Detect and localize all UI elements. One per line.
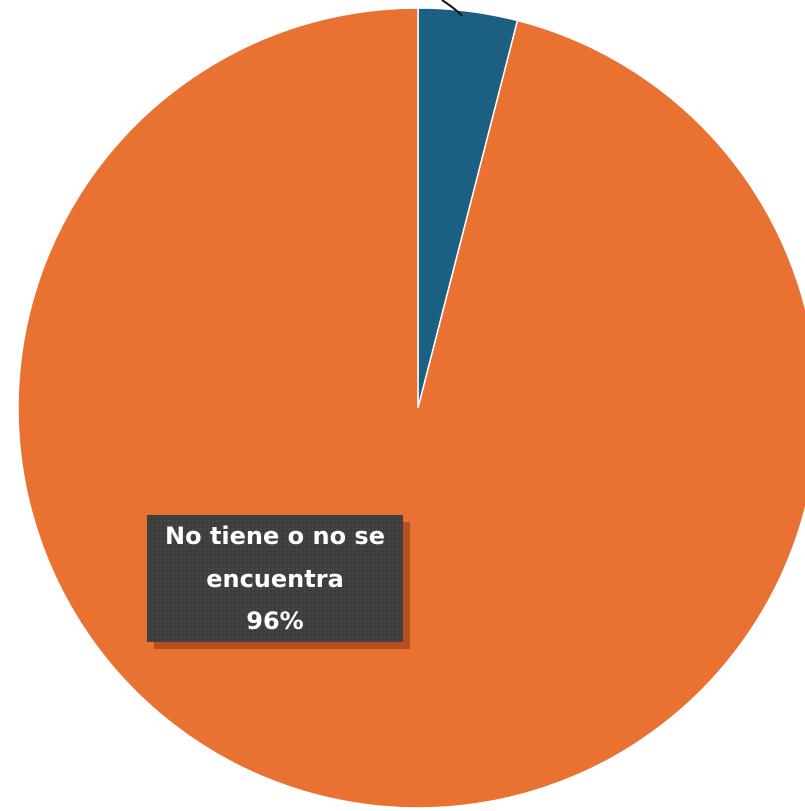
pie-slices <box>17 7 805 809</box>
data-label-percent: 96% <box>246 607 303 635</box>
leader-line-small-slice <box>441 0 463 17</box>
data-label-main: No tiene o no se encuentra 96% <box>147 515 410 649</box>
data-label-line-1: No tiene o no se <box>165 522 385 550</box>
data-label-texture <box>147 515 403 642</box>
data-label-line-2: encuentra <box>206 565 344 593</box>
pie-slice-main <box>17 7 805 809</box>
